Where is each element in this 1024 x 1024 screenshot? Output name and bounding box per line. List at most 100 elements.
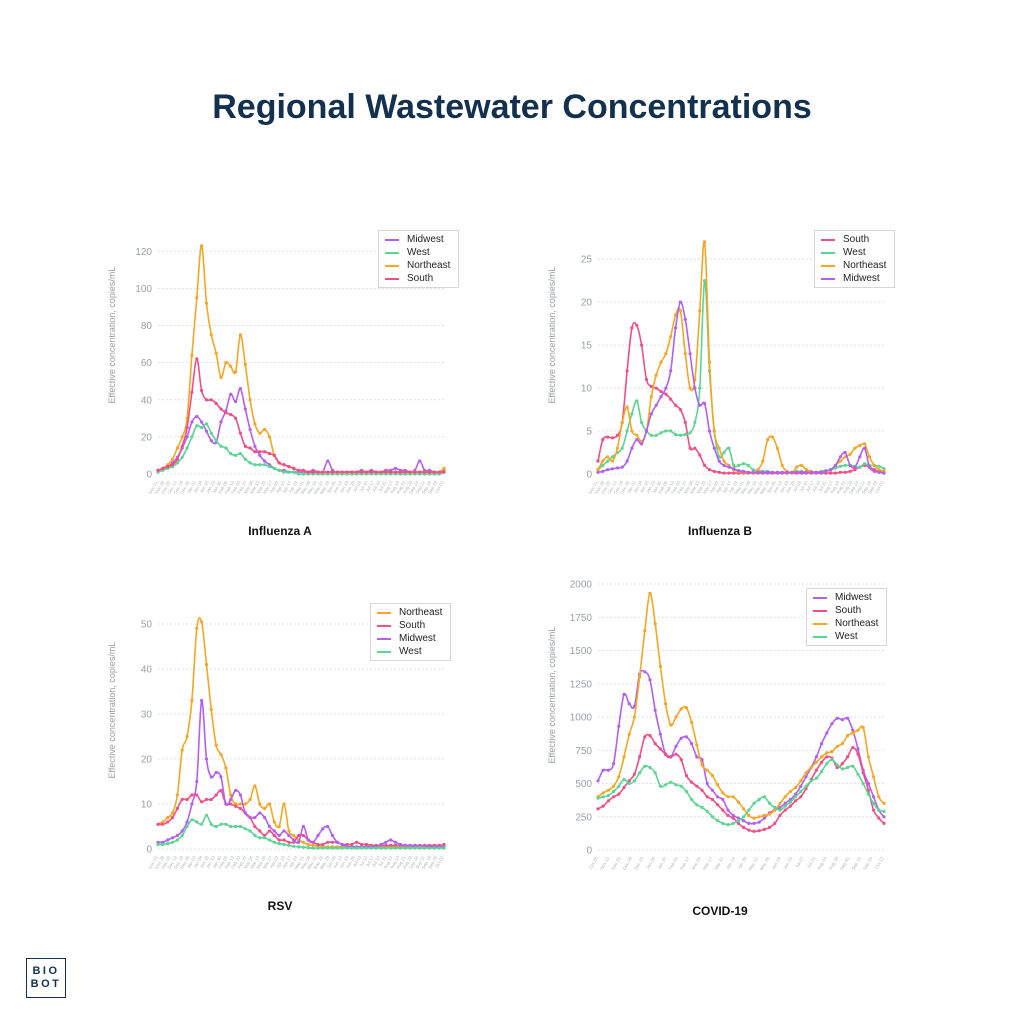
- data-point-midwest: [770, 470, 775, 474]
- data-point-south: [389, 470, 393, 474]
- data-point-northeast: [722, 459, 726, 463]
- data-point-northeast: [229, 364, 233, 368]
- data-point-west: [301, 845, 305, 849]
- logo-line-2: BOT: [30, 978, 62, 990]
- data-point-west: [746, 463, 750, 467]
- x-tick-label: Feb 06: [217, 480, 229, 495]
- data-point-west: [229, 452, 233, 456]
- data-point-west: [180, 833, 184, 838]
- data-point-south: [350, 470, 354, 474]
- data-point-west: [703, 279, 707, 283]
- x-tick-label: Feb 27: [237, 480, 249, 495]
- x-tick-label: Jul 10: [358, 480, 369, 493]
- data-point-west: [882, 467, 886, 471]
- data-point-northeast: [311, 843, 315, 847]
- data-point-midwest: [833, 463, 838, 467]
- y-tick-label: 120: [135, 247, 152, 258]
- data-point-midwest: [804, 775, 808, 779]
- legend-swatch: [385, 251, 399, 254]
- data-point-west: [219, 822, 223, 826]
- data-point-midwest: [693, 386, 697, 390]
- data-point-midwest: [824, 469, 828, 473]
- data-point-midwest: [418, 844, 422, 848]
- data-point-northeast: [267, 435, 272, 439]
- x-tick-label: Jun 23: [782, 856, 793, 871]
- data-point-midwest: [330, 833, 335, 838]
- y-axis-label: Effective concentration, copies/mL: [107, 641, 117, 779]
- data-point-west: [209, 822, 213, 826]
- data-point-midwest: [267, 824, 272, 829]
- data-point-west: [649, 433, 653, 437]
- data-point-northeast: [853, 446, 857, 450]
- data-point-south: [843, 470, 847, 474]
- data-point-midwest: [674, 744, 678, 748]
- data-point-south: [282, 838, 286, 842]
- data-point-west: [695, 803, 699, 807]
- data-point-midwest: [238, 387, 242, 391]
- x-tick-label: May 01: [733, 480, 745, 496]
- x-tick-label: Mar 06: [683, 480, 695, 495]
- y-tick-label: 5: [586, 427, 592, 438]
- data-point-south: [861, 771, 865, 775]
- data-point-northeast: [219, 375, 223, 380]
- data-point-west: [306, 846, 310, 850]
- data-point-south: [658, 747, 662, 751]
- legend-item-west: West: [385, 246, 450, 259]
- x-tick-label: Nov 21: [587, 480, 599, 495]
- data-point-midwest: [654, 403, 658, 407]
- data-point-west: [705, 809, 709, 813]
- y-tick-label: 40: [141, 395, 153, 406]
- x-tick-label: May 29: [319, 480, 331, 496]
- data-point-midwest: [243, 811, 247, 815]
- data-point-midwest: [311, 840, 315, 844]
- data-point-south: [277, 838, 281, 842]
- data-point-south: [442, 842, 446, 847]
- data-point-midwest: [830, 722, 834, 726]
- x-tick-label: Oct 02: [434, 855, 445, 869]
- data-point-south: [615, 433, 619, 437]
- data-point-west: [277, 468, 281, 472]
- data-point-midwest: [224, 802, 228, 806]
- chart-influenza-a: 0 20 40 60 80 100 120 Nov 21 Nov 28 Dec 05 Dec 12 D…: [100, 220, 460, 540]
- data-point-south: [622, 785, 626, 790]
- data-point-northeast: [654, 373, 658, 377]
- legend-swatch: [821, 238, 835, 241]
- y-tick-label: 2000: [570, 580, 593, 591]
- data-point-west: [601, 463, 605, 467]
- data-point-west: [635, 399, 639, 403]
- x-tick-label: May 22: [312, 480, 324, 496]
- data-point-west: [175, 461, 179, 465]
- data-point-midwest: [820, 742, 824, 746]
- data-point-south: [833, 471, 838, 475]
- data-point-south: [635, 323, 639, 327]
- data-point-northeast: [649, 395, 653, 399]
- data-point-south: [669, 755, 673, 759]
- data-point-midwest: [778, 805, 782, 809]
- data-point-midwest: [867, 465, 872, 469]
- legend-swatch: [813, 635, 827, 638]
- data-point-midwest: [601, 768, 605, 772]
- data-point-midwest: [263, 815, 267, 820]
- x-tick-label: Nov 21: [147, 480, 159, 495]
- data-point-south: [297, 468, 301, 472]
- x-tick-label: Sep 04: [408, 855, 420, 870]
- y-tick-label: 750: [575, 746, 592, 757]
- legend-swatch: [821, 277, 835, 280]
- x-tick-label: Sep 11: [414, 855, 426, 870]
- data-point-midwest: [200, 420, 204, 424]
- data-point-south: [219, 407, 223, 411]
- x-tick-label: Oct 02: [874, 480, 885, 494]
- data-point-midwest: [722, 463, 726, 467]
- data-point-midwest: [234, 400, 238, 404]
- y-tick-label: 20: [141, 432, 153, 443]
- data-point-south: [768, 825, 772, 829]
- legend-label: Midwest: [399, 633, 436, 644]
- data-point-south: [669, 397, 673, 401]
- data-point-midwest: [413, 844, 417, 848]
- legend-label: West: [399, 646, 422, 657]
- data-point-midwest: [877, 470, 881, 474]
- x-tick-label: Apr 10: [275, 480, 286, 494]
- y-tick-label: 100: [135, 284, 152, 295]
- data-point-south: [773, 821, 777, 825]
